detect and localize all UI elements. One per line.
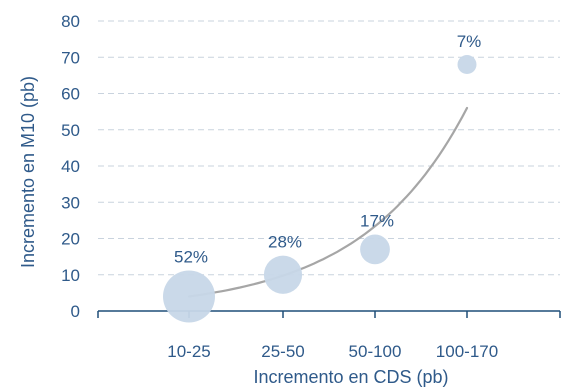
data-label-10-25: 52% bbox=[174, 248, 208, 267]
bubble-25-50 bbox=[263, 255, 303, 294]
y-tick-label-20: 20 bbox=[61, 230, 80, 249]
y-tick-label-10: 10 bbox=[61, 266, 80, 285]
x-tick-label-100-170: 100-170 bbox=[436, 342, 498, 361]
bubble-50-100 bbox=[360, 234, 390, 265]
data-label-50-100: 17% bbox=[360, 212, 394, 231]
bubble-100-170 bbox=[457, 55, 477, 74]
label-layer: 52% 28% 17% 7% bbox=[174, 32, 481, 267]
y-tick-label-60: 60 bbox=[61, 85, 80, 104]
y-tick-label-50: 50 bbox=[61, 121, 80, 140]
trend-layer bbox=[187, 106, 469, 298]
y-tick-label-70: 70 bbox=[61, 48, 80, 67]
data-label-25-50: 28% bbox=[268, 233, 302, 252]
bubble-10-25 bbox=[163, 270, 215, 323]
x-axis-title: Incremento en CDS (pb) bbox=[253, 367, 448, 387]
axis-layer: 0 10 20 30 40 50 60 70 80 10-25 25-50 50-100 100-170 bbox=[61, 12, 561, 361]
y-tick-label-40: 40 bbox=[61, 157, 80, 176]
y-tick-label-30: 30 bbox=[61, 193, 80, 212]
trend-line bbox=[187, 106, 469, 298]
x-tick-label-50-100: 50-100 bbox=[349, 342, 402, 361]
y-tick-label-80: 80 bbox=[61, 12, 80, 31]
x-tick-label-10-25: 10-25 bbox=[167, 342, 210, 361]
data-label-100-170: 7% bbox=[457, 32, 482, 51]
y-tick-label-0: 0 bbox=[71, 302, 80, 321]
y-axis-title: Incremento en M10 (pb) bbox=[18, 76, 38, 268]
bubble-layer bbox=[163, 55, 477, 323]
x-tick-label-25-50: 25-50 bbox=[261, 342, 304, 361]
grid-layer bbox=[98, 20, 560, 276]
